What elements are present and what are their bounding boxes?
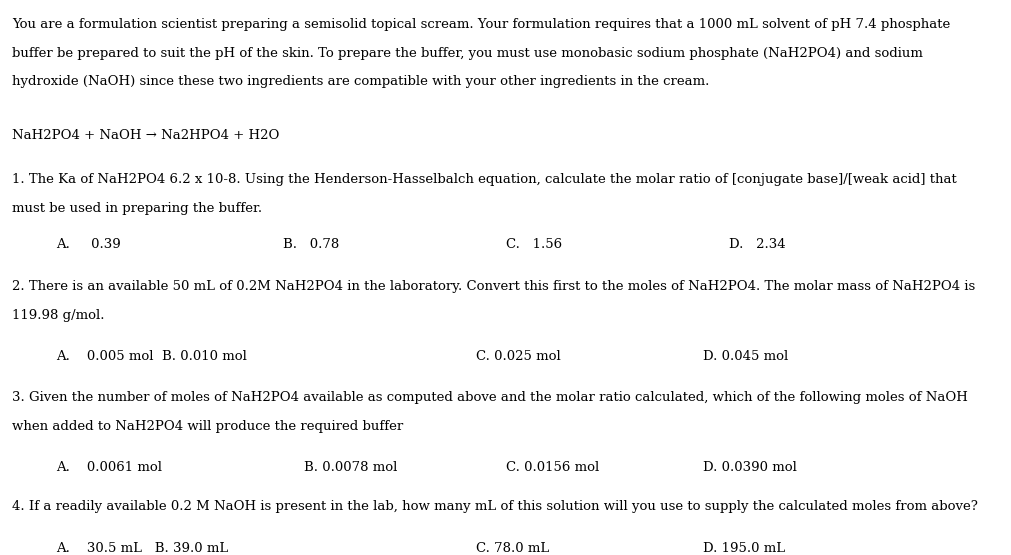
Text: C. 0.0156 mol: C. 0.0156 mol bbox=[506, 462, 599, 475]
Text: B.   0.78: B. 0.78 bbox=[283, 239, 340, 251]
Text: buffer be prepared to suit the pH of the skin. To prepare the buffer, you must u: buffer be prepared to suit the pH of the… bbox=[12, 47, 922, 59]
Text: D. 0.045 mol: D. 0.045 mol bbox=[703, 350, 788, 363]
Text: 1. The Ka of NaH2PO4 6.2 x 10-8. Using the Henderson-Hasselbalch equation, calcu: 1. The Ka of NaH2PO4 6.2 x 10-8. Using t… bbox=[12, 173, 956, 186]
Text: NaH2PO4 + NaOH → Na2HPO4 + H2O: NaH2PO4 + NaOH → Na2HPO4 + H2O bbox=[12, 129, 279, 142]
Text: 3. Given the number of moles of NaH2PO4 available as computed above and the mola: 3. Given the number of moles of NaH2PO4 … bbox=[12, 391, 968, 404]
Text: A.    0.0061 mol: A. 0.0061 mol bbox=[56, 462, 162, 475]
Text: 4. If a readily available 0.2 M NaOH is present in the lab, how many mL of this : 4. If a readily available 0.2 M NaOH is … bbox=[12, 501, 977, 513]
Text: D. 0.0390 mol: D. 0.0390 mol bbox=[703, 462, 797, 475]
Text: B. 0.0078 mol: B. 0.0078 mol bbox=[303, 462, 396, 475]
Text: A.     0.39: A. 0.39 bbox=[56, 239, 120, 251]
Text: A.    30.5 mL   B. 39.0 mL: A. 30.5 mL B. 39.0 mL bbox=[56, 542, 227, 554]
Text: C.   1.56: C. 1.56 bbox=[506, 239, 561, 251]
Text: when added to NaH2PO4 will produce the required buffer: when added to NaH2PO4 will produce the r… bbox=[12, 420, 403, 433]
Text: You are a formulation scientist preparing a semisolid topical scream. Your formu: You are a formulation scientist preparin… bbox=[12, 18, 949, 31]
Text: 2. There is an available 50 mL of 0.2M NaH2PO4 in the laboratory. Convert this f: 2. There is an available 50 mL of 0.2M N… bbox=[12, 280, 975, 292]
Text: 119.98 g/mol.: 119.98 g/mol. bbox=[12, 309, 104, 321]
Text: D.   2.34: D. 2.34 bbox=[728, 239, 785, 251]
Text: A.    0.005 mol  B. 0.010 mol: A. 0.005 mol B. 0.010 mol bbox=[56, 350, 247, 363]
Text: must be used in preparing the buffer.: must be used in preparing the buffer. bbox=[12, 202, 262, 215]
Text: C. 0.025 mol: C. 0.025 mol bbox=[475, 350, 560, 363]
Text: C. 78.0 mL: C. 78.0 mL bbox=[475, 542, 548, 554]
Text: hydroxide (NaOH) since these two ingredients are compatible with your other ingr: hydroxide (NaOH) since these two ingredi… bbox=[12, 75, 709, 88]
Text: D. 195.0 mL: D. 195.0 mL bbox=[703, 542, 785, 554]
